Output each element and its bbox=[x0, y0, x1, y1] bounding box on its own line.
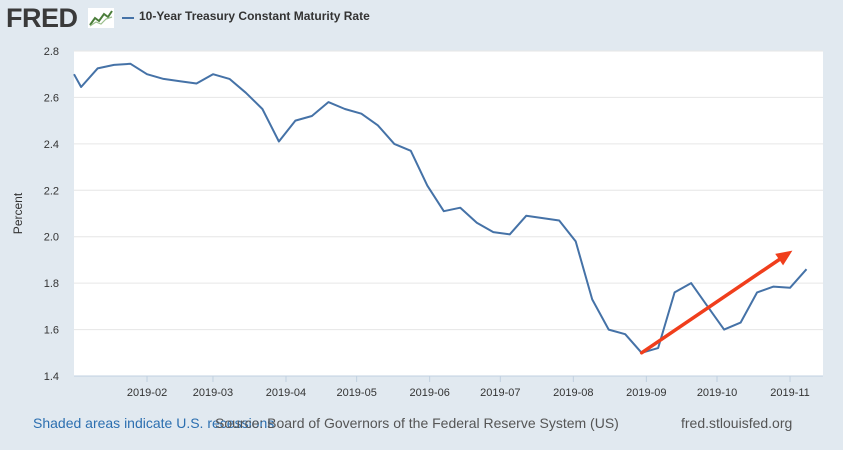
x-tick-label: 2019-05 bbox=[336, 387, 376, 399]
y-tick-label: 2.4 bbox=[44, 139, 59, 151]
site-link[interactable]: fred.stlouisfed.org bbox=[681, 415, 793, 431]
y-tick-label: 1.4 bbox=[44, 371, 59, 383]
y-tick-label: 2.2 bbox=[44, 185, 59, 197]
x-tick-label: 2019-09 bbox=[626, 387, 666, 399]
x-tick-label: 2019-03 bbox=[193, 387, 233, 399]
x-tick-label: 2019-04 bbox=[266, 387, 306, 399]
trend-arrow-head bbox=[775, 250, 793, 266]
y-tick-label: 1.6 bbox=[44, 325, 59, 337]
legend-label: 10-Year Treasury Constant Maturity Rate bbox=[139, 9, 370, 23]
chart-line-icon bbox=[88, 8, 114, 28]
legend-swatch bbox=[122, 17, 134, 19]
annotation-layer bbox=[639, 250, 793, 355]
source-note: Source: Board of Governors of the Federa… bbox=[215, 415, 619, 431]
chart-footer: Shaded areas indicate U.S. recessions So… bbox=[0, 415, 843, 439]
y-axis-label: Percent bbox=[11, 192, 25, 234]
y-tick-label: 2.8 bbox=[44, 46, 59, 58]
x-tick-label: 2019-11 bbox=[770, 387, 810, 399]
y-axis-ticks: 1.4 1.6 1.8 2.0 2.2 2.4 2.6 2.8 bbox=[44, 46, 59, 383]
series-layer bbox=[73, 62, 808, 354]
trend-arrow-shaft bbox=[639, 257, 781, 355]
line-chart: 1.41.61.82.02.22.42.62.8 2019-02 2019-03 2… bbox=[11, 46, 823, 399]
x-axis-ticks: 2019-02 2019-03 2019-04 2019-05 2019-06 2019-… bbox=[74, 375, 823, 399]
series-line bbox=[73, 62, 808, 354]
fred-logo[interactable]: FRED bbox=[6, 3, 78, 33]
plot-area bbox=[74, 51, 823, 376]
y-tick-label: 1.8 bbox=[44, 278, 59, 290]
x-tick-label: 2019-07 bbox=[480, 387, 520, 399]
x-tick-label: 2019-02 bbox=[127, 387, 167, 399]
y-tick-label: 2.6 bbox=[44, 92, 59, 104]
x-tick-label: 2019-08 bbox=[553, 387, 593, 399]
x-tick-label: 2019-10 bbox=[697, 387, 737, 399]
recession-note[interactable]: Shaded areas indicate U.S. recessions bbox=[33, 415, 275, 431]
chart-header: FRED 10-Year Treasury Constant Maturity … bbox=[0, 0, 843, 38]
x-tick-label: 2019-06 bbox=[409, 387, 449, 399]
y-tick-label: 2.0 bbox=[44, 232, 59, 244]
